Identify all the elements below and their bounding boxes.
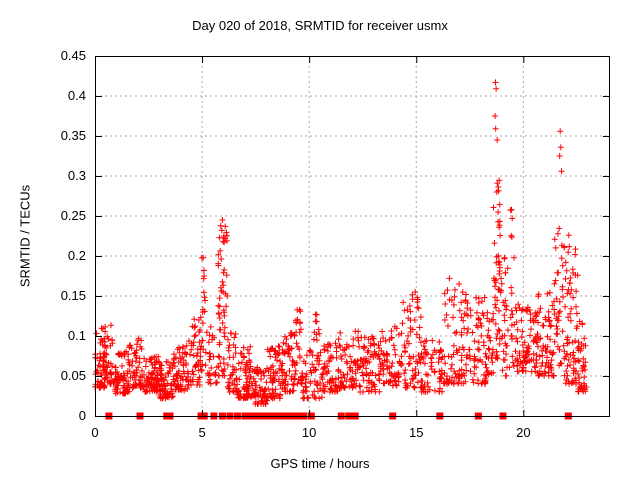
chart-title: Day 020 of 2018, SRMTID for receiver usm… <box>192 18 448 33</box>
x-tick-label: 0 <box>91 425 98 440</box>
y-tick-label: 0.3 <box>68 168 86 183</box>
y-tick-label: 0.35 <box>61 128 86 143</box>
y-tick-label: 0.2 <box>68 248 86 263</box>
y-axis-label: SRMTID / TECUs <box>17 184 33 288</box>
x-tick-label: 15 <box>409 425 423 440</box>
x-tick-label: 10 <box>302 425 316 440</box>
x-tick-label: 20 <box>516 425 530 440</box>
y-tick-label: 0 <box>79 408 86 423</box>
x-tick-label: 5 <box>198 425 205 440</box>
axes-border <box>95 56 610 417</box>
y-tick-label: 0.4 <box>68 88 86 103</box>
y-tick-label: 0.15 <box>61 288 86 303</box>
y-tick-label: 0.45 <box>61 48 86 63</box>
y-tick-label: 0.1 <box>68 328 86 343</box>
x-axis-label: GPS time / hours <box>270 456 370 471</box>
gridlines <box>95 56 609 416</box>
y-tick-label: 0.05 <box>61 368 86 383</box>
data-points <box>92 79 590 407</box>
tick-labels: 0 0.05 0.1 0.15 0.2 0.25 0.3 0.35 0.4 0.45 0 5 10 15 2… <box>61 48 531 440</box>
y-tick-label: 0.25 <box>61 208 86 223</box>
